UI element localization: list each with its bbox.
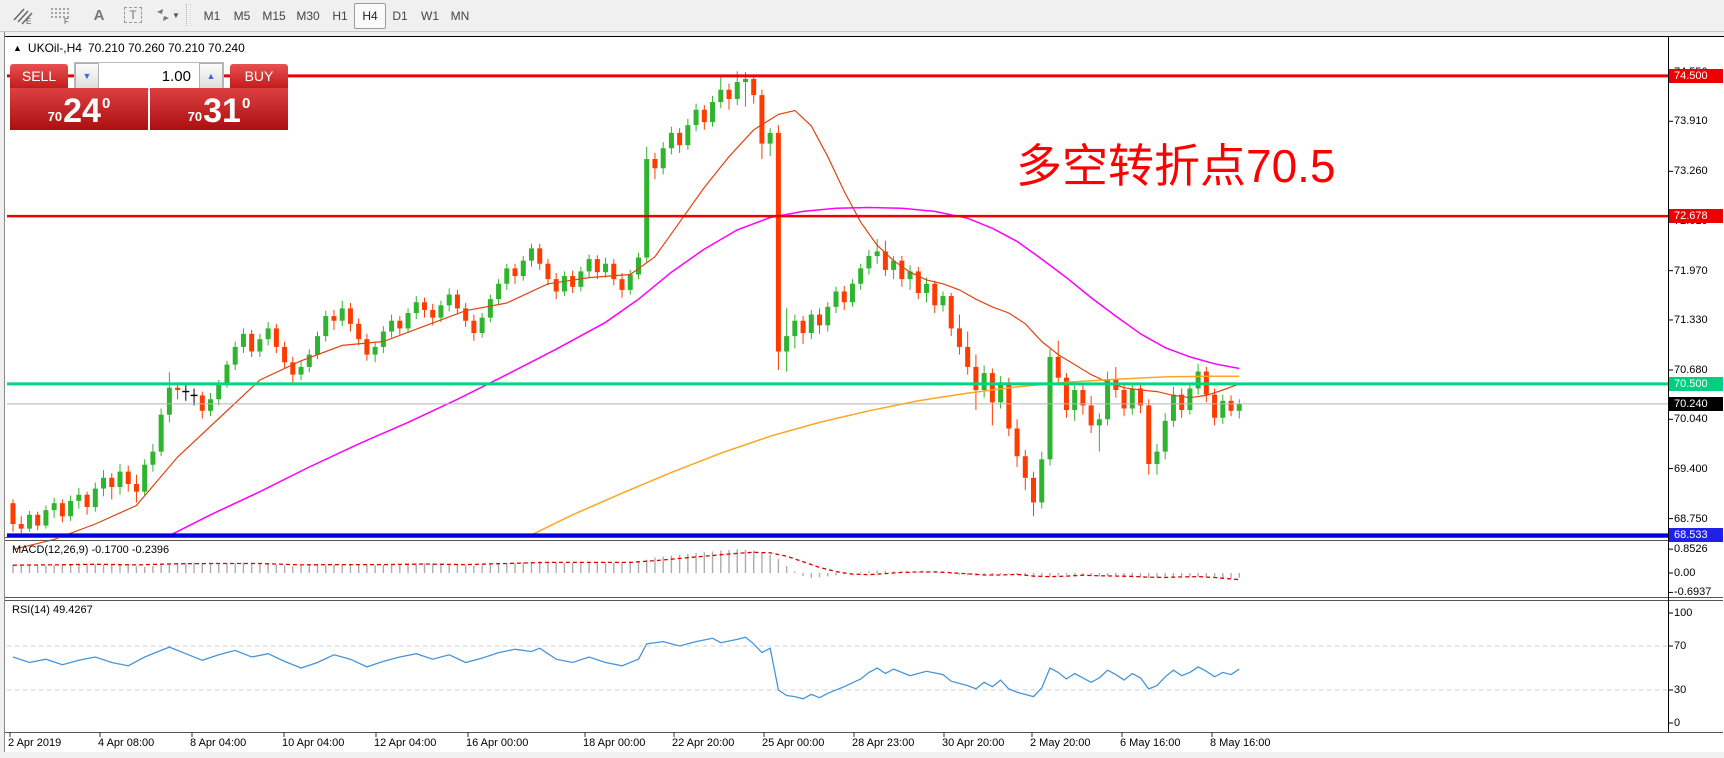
collapse-arrow-icon[interactable]: ▲ bbox=[13, 43, 22, 53]
time-axis-label: 12 Apr 04:00 bbox=[374, 737, 437, 749]
label-tool-icon[interactable]: T bbox=[118, 3, 148, 27]
buy-price-prefix: 70 bbox=[187, 109, 203, 124]
trendlines-tool-icon[interactable]: E bbox=[8, 3, 38, 27]
price-axis-tick: 69.400 bbox=[1674, 462, 1708, 475]
label-tool-letter: T bbox=[124, 7, 142, 23]
rsi-axis-tick: 30 bbox=[1674, 684, 1687, 696]
volume-input[interactable] bbox=[99, 63, 199, 89]
price-axis-tick: 73.260 bbox=[1674, 165, 1708, 178]
price-line-badge: 70.500 bbox=[1669, 376, 1723, 391]
time-axis-label: 4 Apr 08:00 bbox=[98, 737, 155, 749]
price-axis-tick: 71.970 bbox=[1674, 264, 1708, 277]
current-price-badge: 70.240 bbox=[1669, 396, 1723, 411]
sell-price-prefix: 70 bbox=[47, 109, 63, 124]
macd-axis-tick: 0.00 bbox=[1674, 567, 1696, 579]
svg-text:F: F bbox=[64, 17, 69, 25]
buy-button[interactable]: BUY bbox=[230, 64, 288, 89]
price-axis-tick: 70.040 bbox=[1674, 413, 1708, 426]
fibonacci-tool-icon[interactable]: F bbox=[46, 3, 76, 27]
rsi-axis-tick: 0 bbox=[1674, 717, 1681, 729]
time-axis-label: 25 Apr 00:00 bbox=[762, 737, 825, 749]
macd-label: MACD(12,26,9) -0.1700 -0.2396 bbox=[12, 544, 170, 556]
toolbar-separator bbox=[186, 4, 191, 26]
volume-decrease-button[interactable]: ▼ bbox=[75, 63, 99, 89]
symbol-quotes: 70.210 70.260 70.210 70.240 bbox=[87, 41, 245, 55]
volume-control: ▼ ▲ bbox=[74, 62, 224, 90]
tab-timeframe-h1[interactable]: H1 bbox=[332, 9, 348, 23]
macd-axis-tick: 0.8526 bbox=[1674, 543, 1708, 556]
price-axis-tick: 71.330 bbox=[1674, 313, 1708, 326]
time-axis-label: 8 Apr 04:00 bbox=[190, 737, 247, 749]
price-line-badge: 68.533 bbox=[1669, 528, 1723, 543]
window-bottom-strip bbox=[0, 752, 1724, 758]
time-axis-label: 18 Apr 00:00 bbox=[583, 737, 646, 749]
rsi-label: RSI(14) 49.4267 bbox=[12, 604, 93, 616]
time-axis-label: 8 May 16:00 bbox=[1210, 737, 1271, 749]
time-axis-label: 2 Apr 2019 bbox=[8, 737, 62, 749]
buy-price-button[interactable]: 70 31 0 bbox=[150, 88, 288, 130]
one-click-trading-widget: SELL ▼ ▲ BUY 70 24 0 70 31 0 bbox=[10, 62, 288, 130]
time-axis-label: 28 Apr 23:00 bbox=[852, 737, 915, 749]
tab-timeframe-m30[interactable]: M30 bbox=[296, 9, 320, 23]
chart-annotation-text: 多空转折点70.5 bbox=[1016, 140, 1336, 192]
time-axis-label: 16 Apr 00:00 bbox=[466, 737, 529, 749]
time-axis-label: 22 Apr 20:00 bbox=[672, 737, 735, 749]
tab-timeframe-m15[interactable]: M15 bbox=[262, 9, 286, 23]
macd-axis-tick: -0.6937 bbox=[1674, 586, 1712, 599]
rsi-axis-tick: 70 bbox=[1674, 640, 1687, 652]
tab-timeframe-m1[interactable]: M1 bbox=[203, 9, 221, 23]
trade-top-row: SELL ▼ ▲ BUY bbox=[10, 62, 288, 90]
price-axis-tick: 73.910 bbox=[1674, 115, 1708, 128]
buy-price-main: 31 bbox=[203, 92, 241, 130]
tab-timeframe-h4[interactable]: H4 bbox=[354, 3, 386, 29]
price-line-badge: 72.678 bbox=[1669, 209, 1723, 224]
tab-timeframe-w1[interactable]: W1 bbox=[421, 9, 439, 23]
time-axis-label: 2 May 20:00 bbox=[1030, 737, 1091, 749]
text-tool-letter: A bbox=[93, 6, 105, 24]
tab-timeframe-d1[interactable]: D1 bbox=[392, 9, 408, 23]
sell-price-main: 24 bbox=[63, 92, 101, 130]
tab-timeframe-mn[interactable]: MN bbox=[450, 9, 470, 23]
price-axis-tick: 68.750 bbox=[1674, 512, 1708, 525]
window-left-frame bbox=[0, 31, 5, 758]
text-tool-icon[interactable]: A bbox=[84, 3, 114, 27]
chart-window bbox=[4, 36, 1724, 758]
buy-price-sup: 0 bbox=[241, 95, 251, 112]
volume-increase-button[interactable]: ▲ bbox=[199, 63, 223, 89]
svg-text:E: E bbox=[26, 17, 31, 25]
price-axis-tick: 70.680 bbox=[1674, 364, 1708, 376]
symbol-name: UKOil-,H4 bbox=[27, 41, 82, 55]
price-line-badge: 74.500 bbox=[1669, 68, 1723, 83]
sell-price-sup: 0 bbox=[101, 95, 111, 112]
sell-button[interactable]: SELL bbox=[10, 64, 68, 89]
tab-timeframe-m5[interactable]: M5 bbox=[233, 9, 251, 23]
arrows-tool-icon[interactable]: ▼ bbox=[150, 3, 184, 27]
time-axis-label: 30 Apr 20:00 bbox=[942, 737, 1005, 749]
symbol-header: ▲ UKOil-,H4 70.210 70.260 70.210 70.240 bbox=[13, 41, 245, 55]
sell-price-button[interactable]: 70 24 0 bbox=[10, 88, 148, 130]
rsi-axis-tick: 100 bbox=[1674, 607, 1693, 619]
time-axis-label: 6 May 16:00 bbox=[1120, 737, 1181, 749]
toolbar: E F A T ▼ M1 M5 M15 M30 H1 H4 D1 W1 MN bbox=[0, 0, 1724, 32]
time-axis-label: 10 Apr 04:00 bbox=[282, 737, 345, 749]
